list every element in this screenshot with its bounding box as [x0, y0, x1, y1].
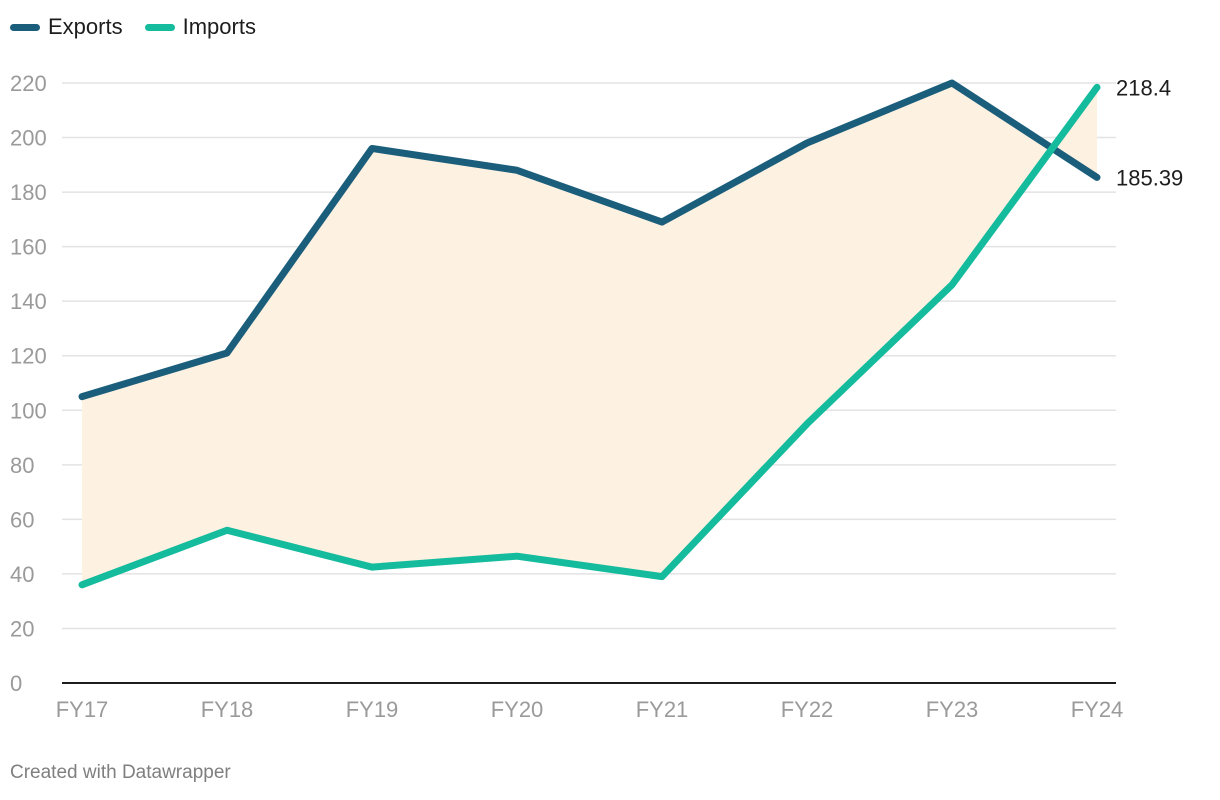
y-tick-label-180: 180	[10, 180, 47, 205]
legend-label-imports: Imports	[182, 14, 256, 39]
legend-swatch-exports	[10, 23, 40, 31]
x-tick-label-fy19: FY19	[346, 697, 399, 722]
axis-labels: 0 20 40 60 80 100 120 140 160 180 200 220 FY17 FY18 FY…	[10, 71, 1183, 722]
legend-swatch-imports	[144, 23, 175, 31]
y-tick-label-160: 160	[10, 235, 47, 260]
y-tick-label-140: 140	[10, 289, 47, 314]
x-tick-label-fy21: FY21	[636, 697, 689, 722]
y-tick-label-120: 120	[10, 344, 47, 369]
y-tick-label-80: 80	[10, 453, 34, 478]
legend-label-exports: Exports	[48, 14, 123, 39]
y-tick-label-20: 20	[10, 616, 34, 641]
end-label-imports: 218.4	[1116, 75, 1171, 100]
legend-item-imports: Imports	[144, 14, 256, 40]
series-line-imports	[78, 83, 1101, 589]
range-fill	[82, 83, 1097, 585]
x-tick-label-fy17: FY17	[56, 697, 109, 722]
x-tick-label-fy20: FY20	[491, 697, 544, 722]
y-tick-label-60: 60	[10, 507, 34, 532]
x-tick-label-fy24: FY24	[1071, 697, 1124, 722]
y-tick-label-220: 220	[10, 71, 47, 96]
series-line-exports	[78, 79, 1101, 401]
y-tick-label-40: 40	[10, 562, 34, 587]
end-label-exports: 185.39	[1116, 165, 1183, 190]
y-tick-label-100: 100	[10, 398, 47, 423]
y-tick-label-0: 0	[10, 671, 22, 696]
range-fill-area	[82, 83, 1097, 585]
legend: Exports Imports	[10, 14, 256, 40]
x-tick-label-fy23: FY23	[926, 697, 979, 722]
line-chart: 0 20 40 60 80 100 120 140 160 180 200 220 FY17 FY18 FY…	[10, 71, 1183, 722]
x-tick-label-fy22: FY22	[781, 697, 834, 722]
x-tick-label-fy18: FY18	[201, 697, 254, 722]
legend-item-exports: Exports	[10, 14, 123, 40]
series-lines	[78, 79, 1101, 589]
y-tick-label-200: 200	[10, 126, 47, 151]
footer-credit: Created with Datawrapper	[10, 762, 231, 783]
